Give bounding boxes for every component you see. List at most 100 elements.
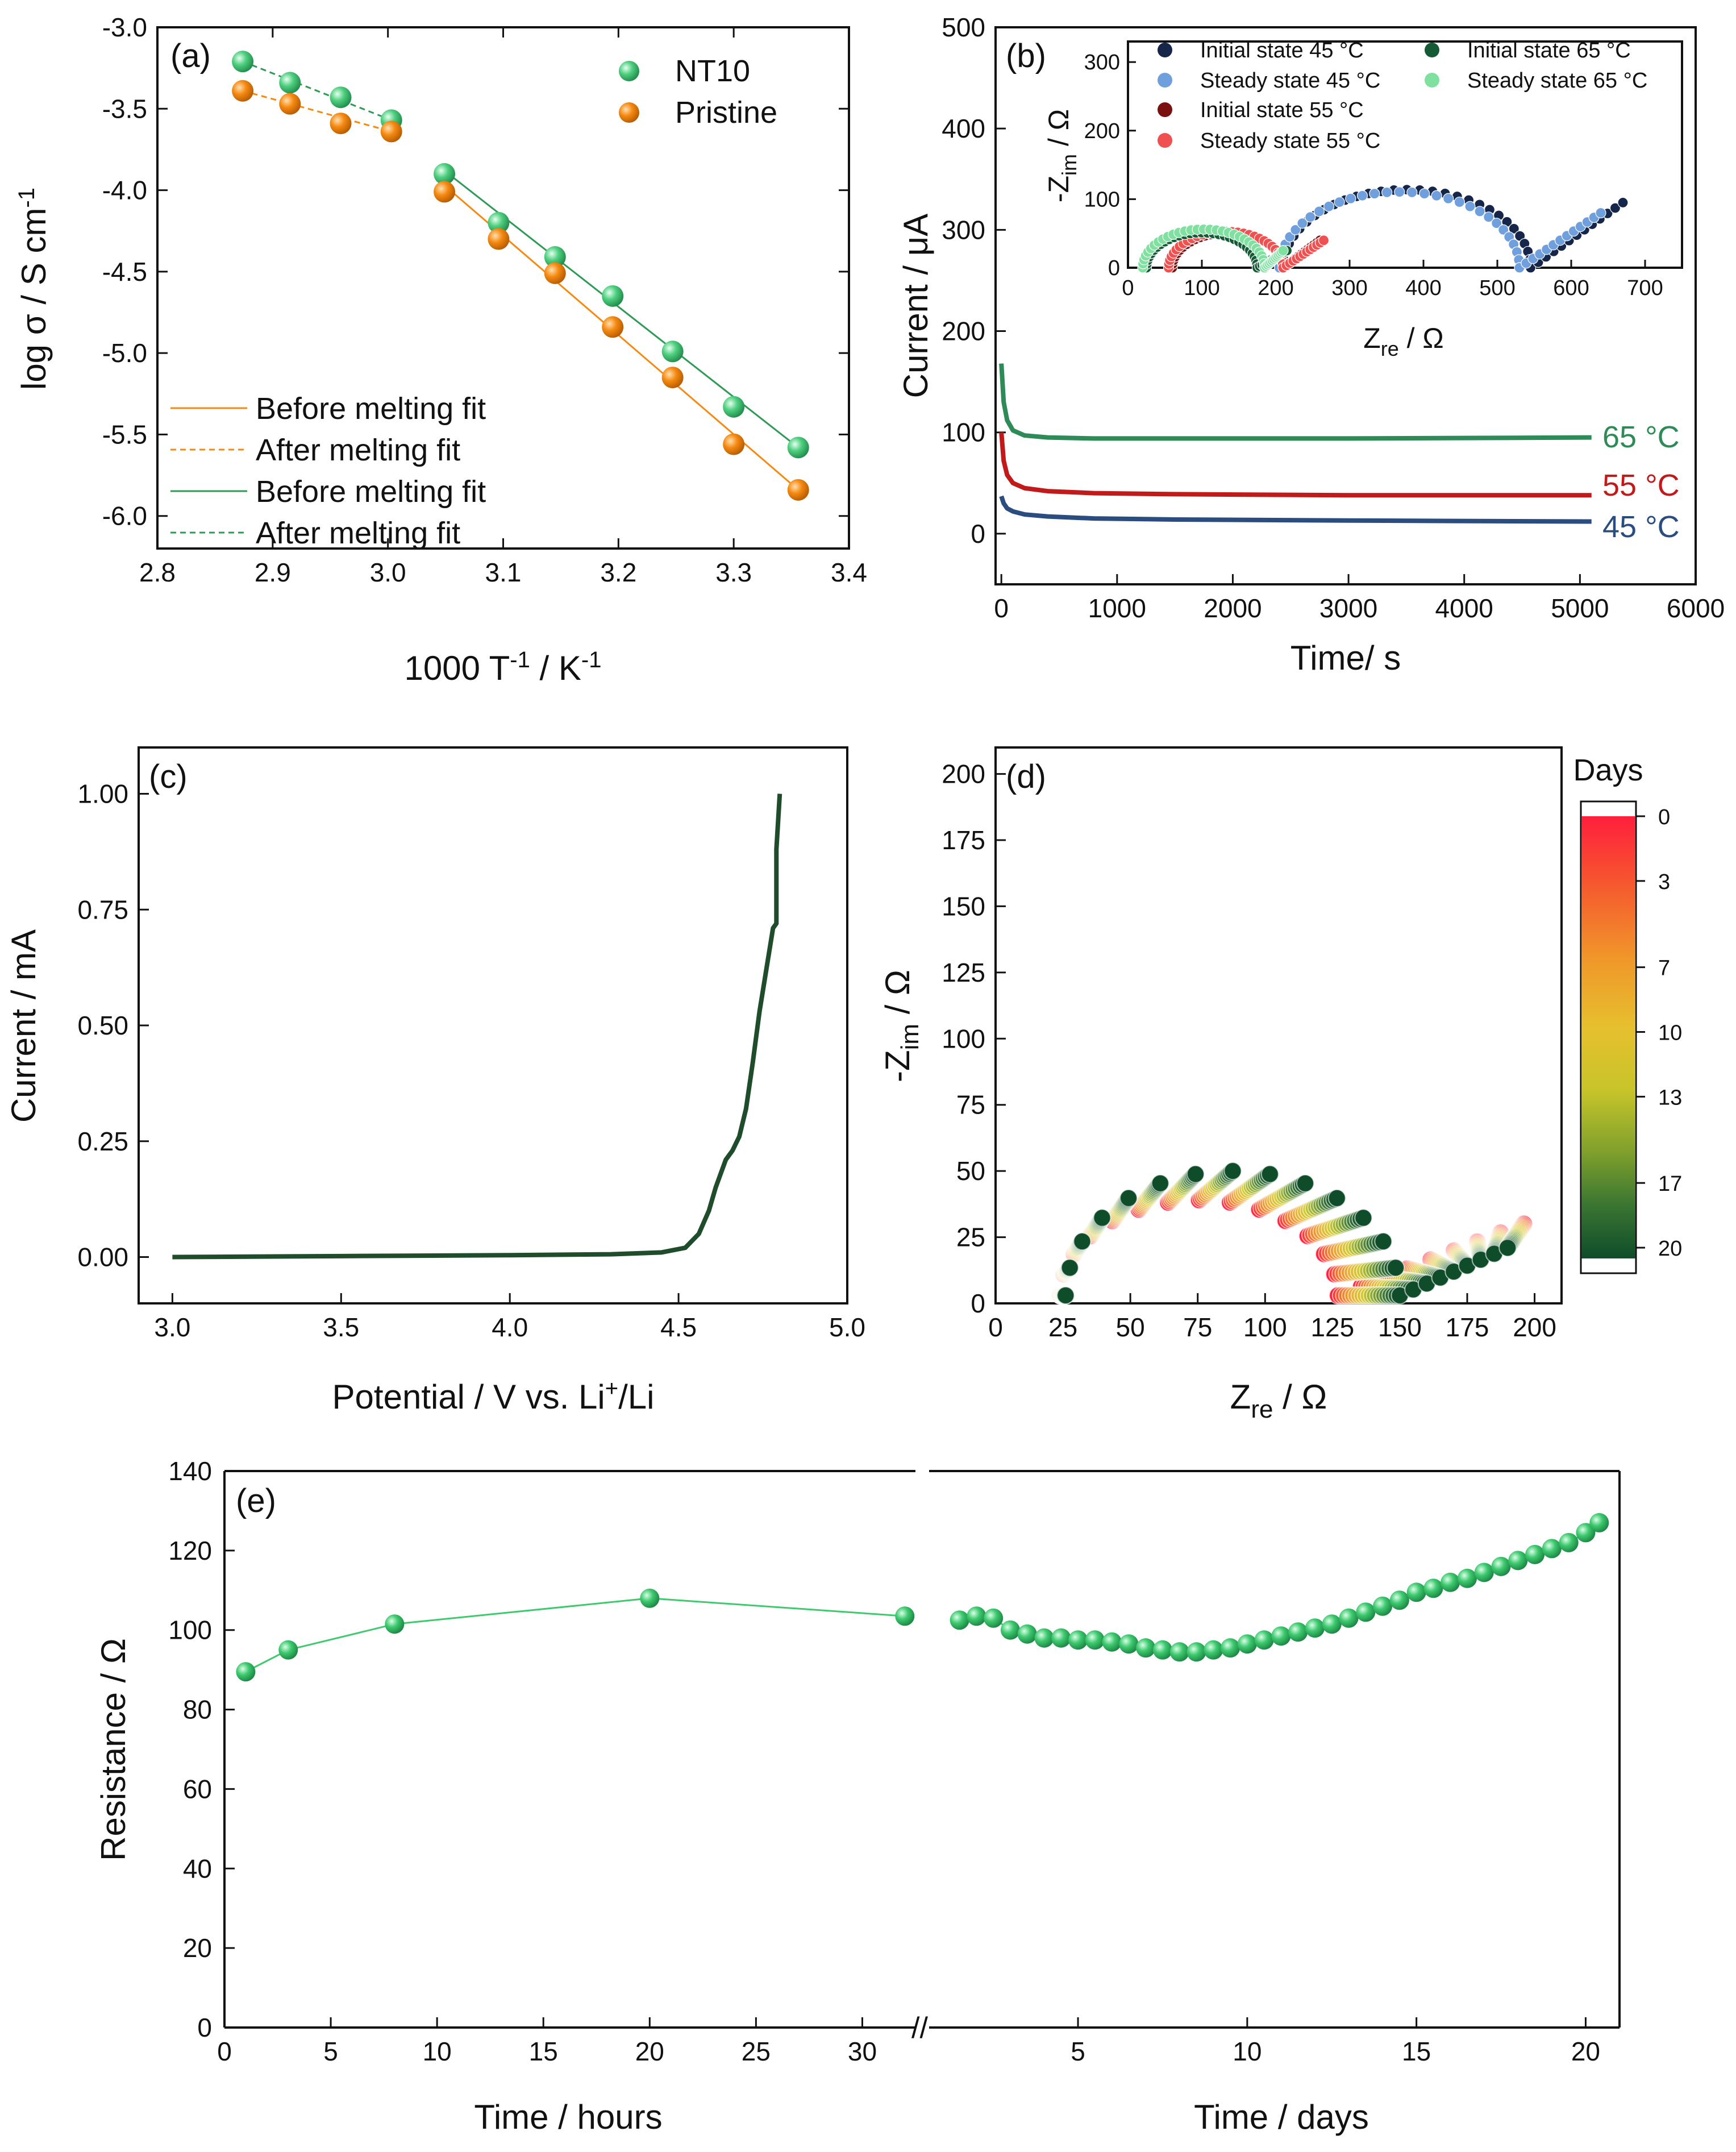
x-tick-label: 6000: [1667, 593, 1725, 623]
inset-point: [1617, 197, 1629, 209]
eis-point: [1327, 1189, 1346, 1207]
x-tick-label-hours: 0: [217, 2037, 232, 2066]
inset-y-tick-label: 0: [1108, 256, 1120, 280]
inset-point: [1474, 206, 1485, 217]
resistance-point: [1051, 1628, 1071, 1648]
inset-ylabel: -Zim / Ω: [1043, 109, 1081, 202]
y-tick-label: 125: [942, 958, 985, 987]
resistance-point: [1136, 1638, 1156, 1658]
x-tick-label: 175: [1446, 1312, 1489, 1342]
inset-point: [1491, 218, 1502, 229]
x-tick-label: 3000: [1319, 593, 1377, 623]
eis-point: [1354, 1208, 1373, 1227]
x-tick-label: 1000: [1088, 593, 1146, 623]
panel-e-ticks: 0 20 40 60 80 100 120 140 0 5 10 15 20 25 30 5 10 15 20: [168, 1456, 1600, 2066]
colorbar-tick-label: 13: [1658, 1086, 1682, 1110]
resistance-point: [1542, 1539, 1562, 1559]
inset-y-tick-label: 200: [1084, 119, 1120, 143]
y-tick-label: 20: [183, 1933, 212, 1963]
x-tick-label: 2000: [1204, 593, 1262, 623]
y-tick-label: -5.5: [102, 419, 147, 449]
eis-point: [1151, 1174, 1169, 1193]
eis-point: [1260, 1165, 1279, 1183]
fit-line: [242, 60, 392, 121]
x-tick-label-days: 10: [1233, 2037, 1262, 2066]
x-tick-label-hours: 10: [423, 2037, 452, 2066]
panel-b-lines: [999, 363, 1592, 524]
label-65C: 65 °C: [1602, 420, 1680, 454]
x-tick-label: 3.1: [485, 558, 522, 587]
x-tick-label: 25: [1048, 1312, 1077, 1342]
legend-fit-4-label: After melting fit: [256, 516, 460, 550]
y-tick-label: 300: [942, 215, 985, 244]
inset-point: [1394, 186, 1405, 198]
panel-b-frame: [994, 26, 1697, 585]
resistance-point: [278, 1640, 298, 1660]
resistance-point: [1221, 1638, 1240, 1658]
colorbar-tick-label: 7: [1658, 957, 1670, 981]
panel-a-xlabel: 1000 T-1 / K-1: [405, 647, 602, 687]
resistance-point: [1356, 1602, 1376, 1622]
inset-point: [1595, 207, 1606, 219]
y-tick-label: 80: [183, 1695, 212, 1725]
inset-legend-marker: [1158, 73, 1172, 88]
inset-point: [1334, 196, 1345, 208]
eis-point: [1296, 1174, 1314, 1193]
legend-pristine-label: Pristine: [675, 95, 777, 130]
inset-point: [1318, 235, 1330, 246]
x-tick-label-hours: 20: [635, 2037, 664, 2066]
y-tick-label: 1.00: [77, 779, 128, 809]
panel-c-xlabel: Potential / V vs. Li+/Li: [332, 1376, 655, 1416]
resistance-point: [1152, 1640, 1172, 1660]
panel-e-xlabel-hours: Time / hours: [474, 2098, 662, 2136]
resistance-point: [1525, 1544, 1545, 1564]
eis-point: [1186, 1165, 1205, 1183]
y-tick-label: -6.0: [102, 501, 147, 531]
pristine-point: [661, 367, 684, 389]
inset-legend-marker: [1158, 102, 1172, 117]
resistance-point: [1441, 1572, 1460, 1592]
resistance-point: [1119, 1634, 1139, 1654]
y-tick-label: 150: [942, 891, 985, 921]
resistance-point: [984, 1608, 1004, 1628]
x-tick-label: 3.0: [370, 558, 406, 587]
x-tick-label: 0: [994, 593, 1009, 623]
nt10-point: [488, 211, 510, 234]
x-tick-label: 75: [1183, 1312, 1212, 1342]
inset-x-tick-label: 700: [1627, 276, 1663, 300]
resistance-point: [1034, 1628, 1054, 1648]
fit-line: [242, 90, 392, 132]
x-tick-label: 4000: [1435, 593, 1493, 623]
legend-nt10-marker: [619, 61, 639, 81]
y-tick-label: 0.25: [77, 1127, 128, 1156]
panel-c-lines: [172, 794, 782, 1260]
resistance-point: [1000, 1620, 1020, 1640]
panel-a-legend-fits: Before melting fit After melting fit Bef…: [170, 392, 486, 550]
eis-point: [1387, 1258, 1405, 1277]
resistance-point: [1254, 1630, 1274, 1650]
resistance-point: [1169, 1642, 1189, 1662]
y-tick-label: 100: [168, 1615, 212, 1645]
inset-point: [1464, 201, 1476, 212]
y-tick-label: 200: [942, 317, 985, 346]
panel-b-label: (b): [1006, 38, 1046, 74]
inset-point: [1454, 196, 1465, 208]
colorbar-tick-label: 3: [1658, 870, 1670, 894]
panel-e-label: (e): [236, 1482, 276, 1519]
x-tick-label: 125: [1310, 1312, 1354, 1342]
x-tick-label-hours: 30: [848, 2037, 877, 2066]
x-tick-label: 3.5: [323, 1312, 359, 1342]
y-tick-label: 175: [942, 825, 985, 855]
y-tick-label: 0: [197, 2013, 212, 2042]
inset-point: [1277, 245, 1289, 256]
nt10-point: [661, 340, 684, 363]
inset-points: [1137, 184, 1629, 273]
inset-point: [1483, 211, 1494, 223]
colorbar-gradient: [1581, 816, 1635, 1258]
pristine-point: [602, 316, 624, 338]
y-tick-label: 500: [942, 13, 985, 42]
x-tick-label: 2.8: [139, 558, 176, 587]
label-55C: 55 °C: [1602, 468, 1680, 502]
y-tick-label: 0.75: [77, 895, 128, 924]
pristine-point: [279, 93, 301, 115]
